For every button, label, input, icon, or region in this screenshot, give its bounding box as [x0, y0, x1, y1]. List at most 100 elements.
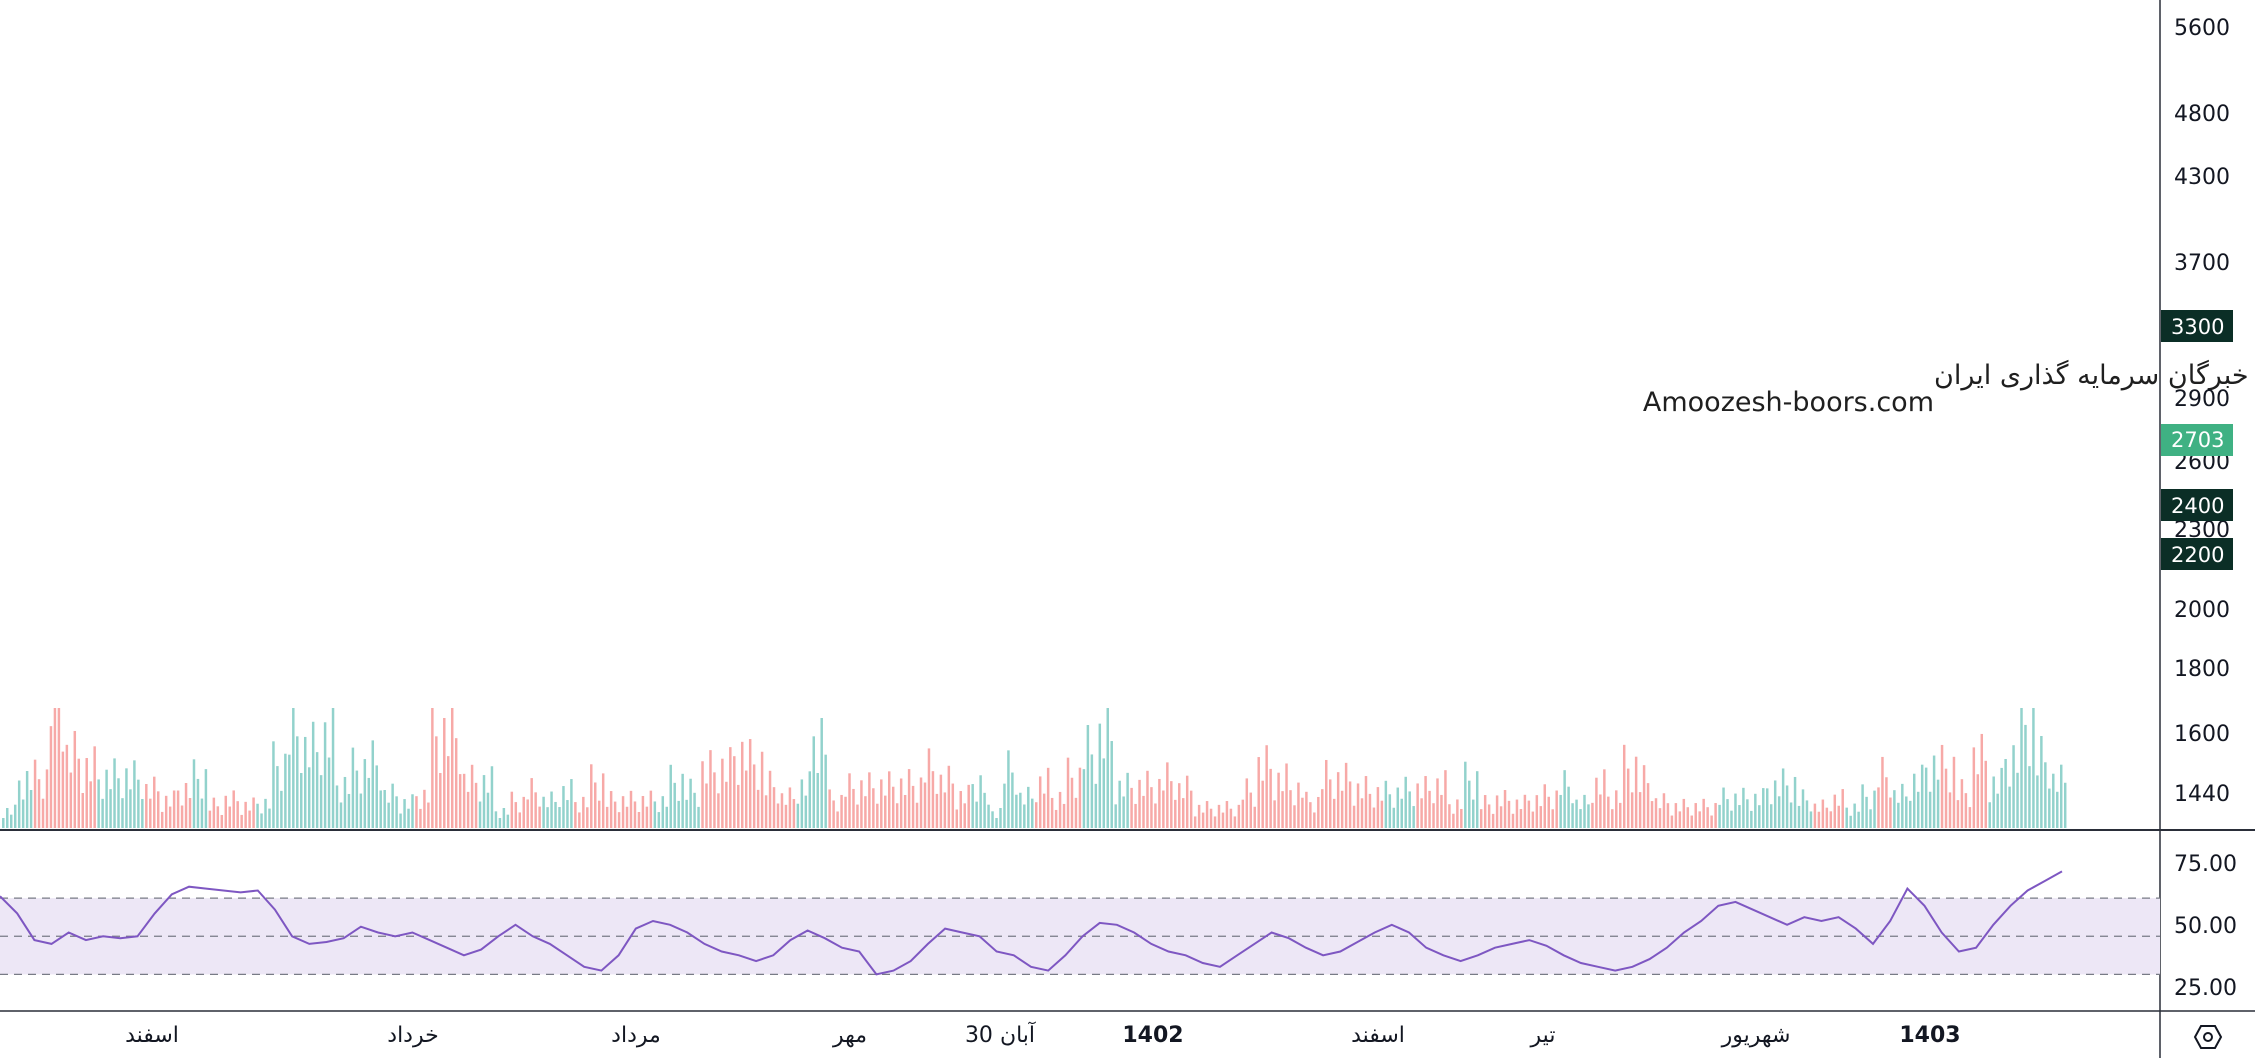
- volume-bar: [562, 786, 565, 828]
- volume-bar: [1348, 781, 1352, 828]
- level-badge-label: 2200: [2171, 543, 2224, 567]
- volume-bar: [2060, 764, 2063, 828]
- volume-bar: [260, 813, 263, 828]
- volume-bar: [1237, 804, 1241, 828]
- volume-bar: [1070, 777, 1074, 828]
- volume-bar: [923, 782, 927, 828]
- volume-bar: [1197, 804, 1201, 828]
- volume-bar: [733, 756, 736, 828]
- volume-bar: [204, 769, 208, 828]
- volume-bar: [713, 772, 716, 828]
- volume-bar: [387, 802, 390, 828]
- volume-bar: [510, 791, 514, 828]
- volume-bar: [1499, 806, 1503, 828]
- volume-bar: [1920, 764, 1924, 828]
- volume-bar: [1205, 801, 1209, 828]
- volume-bar: [1368, 793, 1372, 828]
- current-price-badge[interactable]: 2703: [2161, 424, 2233, 456]
- volume-bar: [1491, 813, 1495, 828]
- volume-bar: [1464, 761, 1467, 828]
- level-badge-2200[interactable]: 2200: [2161, 538, 2233, 570]
- volume-bar: [280, 790, 283, 828]
- volume-bar: [133, 760, 136, 828]
- volume-bar: [244, 801, 247, 828]
- volume-bar: [1503, 790, 1507, 828]
- volume-bar: [1706, 807, 1709, 828]
- volume-bar: [995, 818, 998, 828]
- rsi-axis[interactable]: 75.00 50.00 25.00: [2174, 852, 2237, 1001]
- volume-bar: [1440, 794, 1443, 828]
- volume-bar: [252, 797, 255, 828]
- volume-bar: [97, 779, 100, 828]
- volume-bar: [1448, 804, 1451, 828]
- settings-hex-icon[interactable]: [2193, 1022, 2223, 1052]
- volume-bar: [1913, 773, 1916, 828]
- volume-bar: [196, 778, 200, 828]
- volume-bar: [129, 789, 132, 828]
- volume-bar: [13, 804, 17, 828]
- volume-bar: [2040, 736, 2043, 828]
- volume-bar: [756, 789, 760, 828]
- volume-bar: [1674, 803, 1678, 828]
- volume-bar: [705, 783, 708, 828]
- volume-bar: [25, 771, 29, 828]
- volume-bar: [1940, 744, 1944, 828]
- volume-bar: [1952, 756, 1956, 828]
- volume-bar: [1678, 811, 1682, 828]
- volume-bar: [1841, 789, 1844, 828]
- volume-bar: [590, 764, 593, 828]
- price-tick: 5600: [2174, 16, 2230, 41]
- volume-bar: [1559, 794, 1562, 828]
- volume-bar: [379, 790, 382, 828]
- volume-bar: [339, 802, 343, 828]
- volume-bar: [725, 781, 728, 828]
- volume-bar: [951, 783, 955, 828]
- volume-bar: [1062, 803, 1066, 828]
- volume-bar: [1789, 802, 1793, 828]
- volume-bar: [657, 812, 661, 828]
- volume-bar: [840, 794, 843, 828]
- volume-bar: [812, 736, 815, 828]
- volume-bar: [470, 764, 474, 828]
- volume-bar: [891, 786, 895, 828]
- volume-bar: [888, 771, 891, 828]
- volume-bar: [1988, 802, 1991, 828]
- volume-bar: [609, 791, 613, 828]
- volume-bar: [792, 799, 796, 828]
- volume-bar: [450, 708, 454, 828]
- volume-bar: [872, 788, 875, 828]
- volume-bar: [1968, 807, 1972, 828]
- volume-bar: [164, 795, 168, 828]
- price-tick: 1600: [2174, 722, 2230, 747]
- volume-bar: [1245, 778, 1249, 828]
- volume-bar: [383, 790, 386, 828]
- volume-bar: [403, 799, 406, 828]
- volume-bar: [1340, 790, 1344, 828]
- volume-bar: [1042, 793, 1046, 828]
- volume-bar: [355, 770, 359, 828]
- volume-bar: [864, 796, 867, 828]
- volume-bar: [1134, 803, 1137, 828]
- volume-bar: [21, 799, 25, 828]
- volume-bar: [856, 804, 859, 828]
- volume-bar: [2000, 767, 2003, 828]
- volume-bar: [1046, 767, 1050, 828]
- volume-bar: [1233, 816, 1237, 828]
- volume-bar: [17, 780, 21, 828]
- volume-bar: [1531, 811, 1535, 828]
- volume-bar: [6, 808, 9, 828]
- price-axis[interactable]: 5600 4800 4300 3700 2900 2600 2300 2000 …: [2174, 16, 2230, 807]
- volume-bar: [641, 796, 645, 828]
- level-badge-3300[interactable]: 3300: [2161, 310, 2233, 342]
- level-badge-2400[interactable]: 2400: [2161, 489, 2233, 521]
- volume-bar: [1571, 803, 1574, 828]
- volume-bar: [2004, 759, 2007, 828]
- volume-bar: [168, 806, 172, 828]
- volume-bar: [991, 811, 994, 828]
- volume-bar: [1150, 787, 1153, 828]
- time-axis[interactable]: اسفند خرداد مرداد مهر 30 آبان 1402 اسفند…: [125, 1021, 1961, 1048]
- volume-bar: [1336, 772, 1340, 828]
- volume-bar: [1189, 790, 1193, 828]
- volume-bar: [57, 708, 61, 828]
